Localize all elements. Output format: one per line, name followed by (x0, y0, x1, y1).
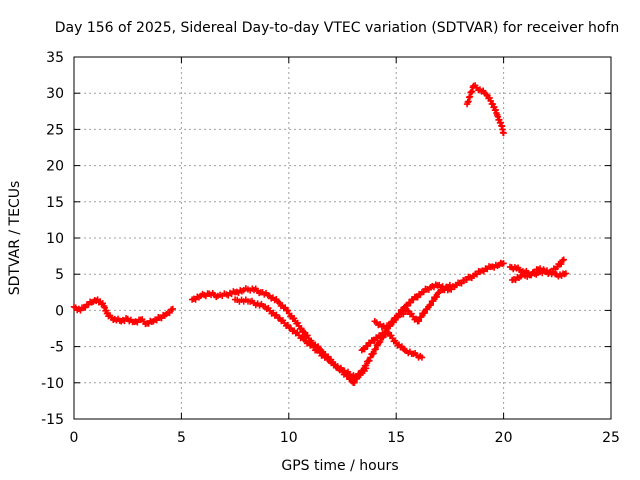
data-point-track-b (351, 379, 358, 386)
data-point-track-b (500, 260, 507, 267)
axis-ticks (73, 56, 612, 420)
data-point-track-h (560, 256, 567, 263)
data-point-track-b (367, 354, 374, 361)
data-point-track-d (388, 332, 395, 339)
y-tick-label: 15 (46, 195, 64, 211)
data-point-track-e (418, 313, 425, 321)
data-point-track-h (548, 268, 556, 276)
data-point-track-b (290, 315, 298, 322)
data-point-track-e (421, 309, 429, 317)
data-point-track-c (356, 370, 364, 378)
data-point-track-b (370, 350, 377, 357)
y-tick-label: 5 (55, 267, 64, 283)
data-point-track-e (446, 281, 454, 289)
data-point-track-b (372, 345, 379, 353)
data-point-track-e (433, 293, 440, 301)
x-tick-label: 0 (70, 430, 79, 446)
x-axis-label: GPS time / hours (281, 458, 398, 474)
x-tick-label: 20 (495, 430, 513, 446)
data-point-track-d (418, 354, 426, 361)
x-tick-label: 15 (387, 430, 405, 446)
data-point-track-e (415, 317, 423, 325)
y-axis-tick-labels: -15 -10 -5 0 5 10 15 20 25 30 35 (41, 50, 64, 428)
y-axis-label: SDTVAR / TECUs (7, 181, 23, 296)
data-point-track-f (483, 91, 490, 98)
data-point-track-f (486, 94, 493, 102)
data-point-track-e (441, 286, 448, 294)
data-point-track-a (169, 305, 177, 313)
data-series (70, 82, 570, 386)
data-point-track-d (384, 328, 391, 336)
chart-title: Day 156 of 2025, Sidereal Day-to-day VTE… (55, 20, 619, 36)
data-point-track-b (366, 357, 373, 364)
data-point-track-e (427, 301, 435, 309)
data-point-track-e (389, 318, 397, 325)
y-tick-label: 0 (55, 303, 64, 319)
data-point-track-e (429, 297, 437, 305)
y-tick-label: 25 (46, 122, 64, 138)
grid-lines (74, 57, 611, 419)
x-tick-label: 5 (177, 430, 186, 446)
data-point-track-e (400, 311, 407, 318)
y-tick-label: 35 (46, 50, 64, 66)
data-point-track-h (531, 269, 539, 276)
y-tick-label: 20 (46, 159, 64, 175)
data-point-track-e (394, 313, 402, 321)
data-point-track-c (362, 365, 370, 372)
data-point-track-h (557, 260, 565, 268)
data-point-track-e (434, 290, 442, 297)
data-point-track-b (300, 328, 308, 336)
data-point-track-b (294, 319, 301, 327)
x-tick-label: 25 (602, 430, 620, 446)
data-point-track-b (298, 325, 305, 332)
y-tick-label: 30 (46, 86, 64, 102)
data-point-track-f (500, 129, 507, 137)
data-point-track-b (284, 307, 292, 314)
data-point-track-b (304, 332, 311, 339)
data-point-track-e (386, 322, 394, 329)
data-point-track-a (166, 309, 173, 317)
x-axis-tick-labels: 0 5 10 15 20 25 (70, 430, 620, 446)
y-tick-label: -15 (41, 412, 64, 428)
y-tick-label: 10 (46, 231, 64, 247)
y-tick-label: -10 (41, 376, 64, 392)
x-tick-label: 10 (280, 430, 298, 446)
data-point-track-b (376, 338, 384, 346)
data-point-track-g (562, 270, 570, 277)
y-tick-label: -5 (50, 340, 64, 356)
data-point-track-b (375, 339, 383, 347)
data-point-track-c (353, 373, 361, 381)
